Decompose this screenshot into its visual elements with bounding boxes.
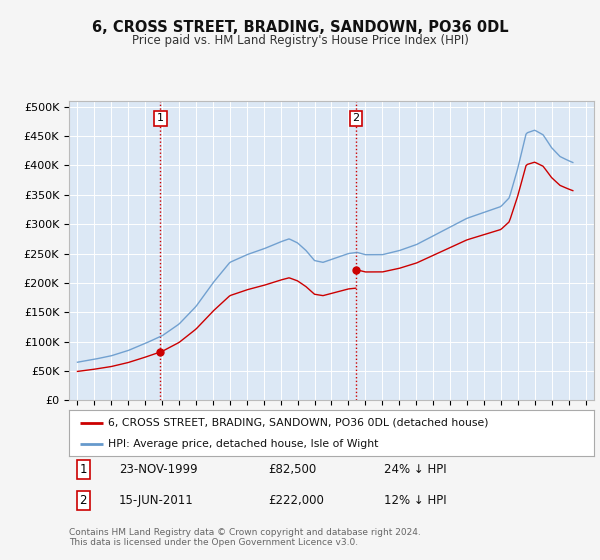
Text: 6, CROSS STREET, BRADING, SANDOWN, PO36 0DL (detached house): 6, CROSS STREET, BRADING, SANDOWN, PO36 … bbox=[109, 418, 489, 428]
Text: 24% ↓ HPI: 24% ↓ HPI bbox=[384, 463, 446, 477]
Text: £222,000: £222,000 bbox=[269, 494, 325, 507]
Text: 12% ↓ HPI: 12% ↓ HPI bbox=[384, 494, 446, 507]
Text: £82,500: £82,500 bbox=[269, 463, 317, 477]
Text: HPI: Average price, detached house, Isle of Wight: HPI: Average price, detached house, Isle… bbox=[109, 439, 379, 449]
Text: Contains HM Land Registry data © Crown copyright and database right 2024.
This d: Contains HM Land Registry data © Crown c… bbox=[69, 528, 421, 547]
Text: 23-NOV-1999: 23-NOV-1999 bbox=[119, 463, 197, 477]
Text: Price paid vs. HM Land Registry's House Price Index (HPI): Price paid vs. HM Land Registry's House … bbox=[131, 34, 469, 46]
Text: 2: 2 bbox=[352, 114, 359, 123]
Text: 1: 1 bbox=[157, 114, 164, 123]
Text: 6, CROSS STREET, BRADING, SANDOWN, PO36 0DL: 6, CROSS STREET, BRADING, SANDOWN, PO36 … bbox=[92, 20, 508, 35]
Text: 2: 2 bbox=[79, 494, 87, 507]
Text: 1: 1 bbox=[79, 463, 87, 477]
Text: 15-JUN-2011: 15-JUN-2011 bbox=[119, 494, 194, 507]
